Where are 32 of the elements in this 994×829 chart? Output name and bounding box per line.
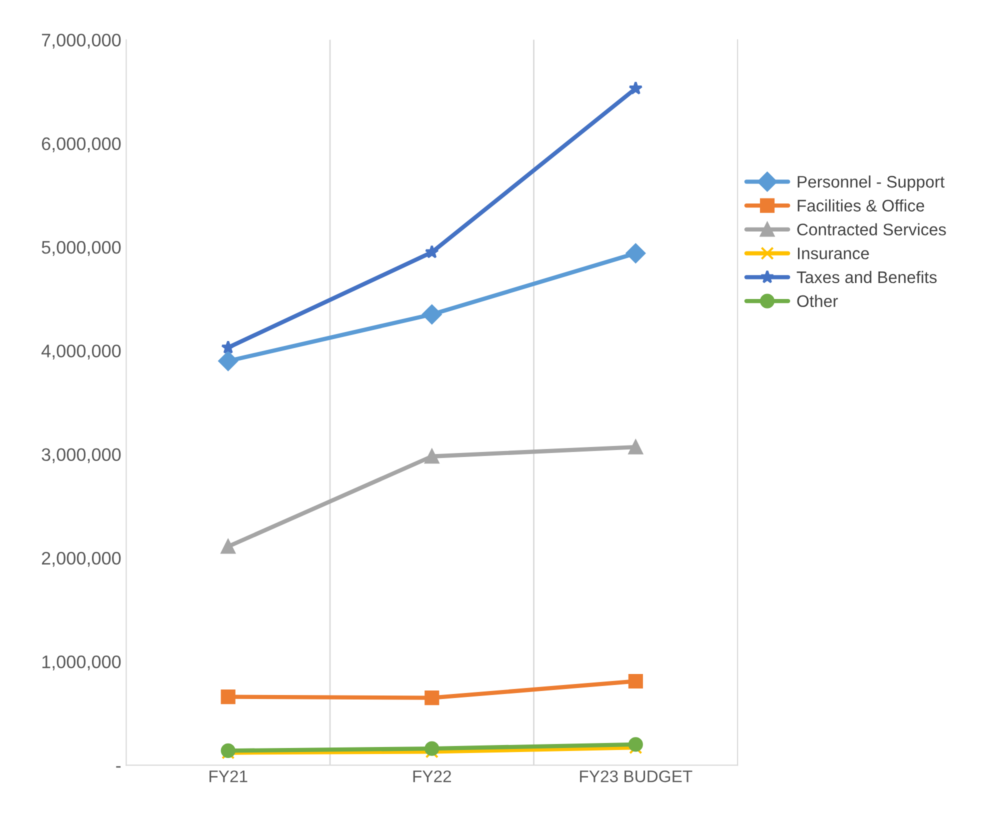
x-tick-label: FY23 BUDGET xyxy=(580,770,692,782)
point xyxy=(628,737,643,752)
y-tick-label: 7,000,000 xyxy=(42,34,121,49)
legend-label: Facilities & Office xyxy=(798,199,924,212)
point xyxy=(628,81,643,95)
x-tick-label: FY22 xyxy=(413,770,451,782)
point xyxy=(424,449,440,464)
y-tick-label: 2,000,000 xyxy=(42,552,121,567)
point xyxy=(424,244,439,258)
point xyxy=(218,351,238,371)
y-tick-label: 6,000,000 xyxy=(42,137,121,152)
point xyxy=(626,243,646,264)
y-tick-label: 4,000,000 xyxy=(41,344,121,360)
y-tick-label: - xyxy=(116,766,121,768)
legend-label: Personnel - Support xyxy=(798,175,945,191)
point xyxy=(424,741,440,756)
x-tick-label: FY21 xyxy=(210,770,248,782)
y-tick-label: 5,000,000 xyxy=(42,240,121,256)
point xyxy=(422,304,442,324)
point xyxy=(424,690,440,706)
legend-label: Insurance xyxy=(798,248,869,260)
legend-label: Contracted Services xyxy=(797,223,946,236)
point xyxy=(220,539,236,554)
point xyxy=(628,440,643,454)
y-tick-label: 3,000,000 xyxy=(42,448,121,464)
y-tick-label: 1,000,000 xyxy=(42,655,121,670)
legend-label: Other xyxy=(797,294,838,308)
point xyxy=(221,340,236,354)
point xyxy=(628,674,643,689)
point xyxy=(220,689,236,704)
point xyxy=(220,743,236,758)
legend-label: Taxes and Benefits xyxy=(796,270,937,284)
